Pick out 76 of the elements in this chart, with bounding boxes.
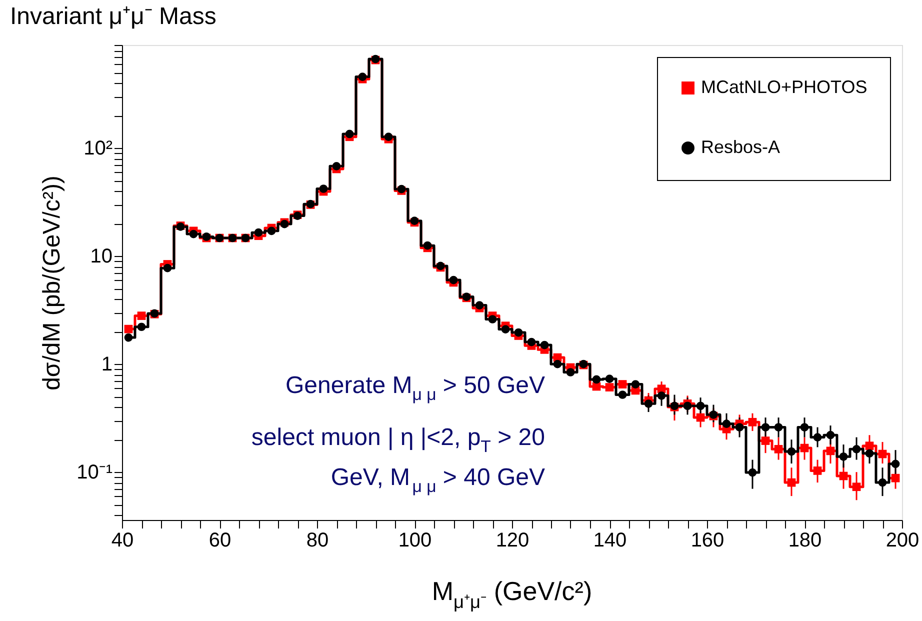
point <box>683 402 692 410</box>
point <box>878 478 887 487</box>
point <box>748 418 757 426</box>
point <box>475 301 484 310</box>
point <box>787 447 796 456</box>
point <box>852 444 861 454</box>
point <box>826 446 835 456</box>
point <box>865 449 874 458</box>
point <box>566 368 575 376</box>
y-tick-label: 10 <box>90 246 112 268</box>
point <box>761 423 770 432</box>
point <box>345 130 354 138</box>
y-tick-label: 10⁻¹ <box>76 462 113 484</box>
x-tick-label: 80 <box>306 530 329 552</box>
point <box>839 472 848 480</box>
point <box>540 340 549 350</box>
point <box>696 402 705 410</box>
point <box>501 325 510 334</box>
chart-title: Invariant μ⁺μ⁻ Mass <box>10 3 216 30</box>
point <box>774 423 783 432</box>
point <box>137 312 146 320</box>
point <box>735 423 744 432</box>
point <box>813 433 822 442</box>
point <box>865 442 874 450</box>
x-tick-label: 100 <box>398 530 432 552</box>
point <box>722 420 731 428</box>
point <box>332 162 341 170</box>
point <box>592 375 601 384</box>
point <box>748 468 757 477</box>
point <box>605 374 614 384</box>
x-tick-label: 120 <box>496 530 530 552</box>
point <box>553 360 562 368</box>
point <box>813 466 822 475</box>
y-tick-label: 10² <box>84 138 113 160</box>
point <box>618 380 627 388</box>
point <box>124 324 133 334</box>
point <box>644 399 653 408</box>
point <box>839 452 848 461</box>
point <box>189 230 198 238</box>
point <box>696 413 705 422</box>
point <box>358 72 367 81</box>
point <box>605 383 614 392</box>
x-tick-label: 160 <box>690 530 724 552</box>
point <box>514 328 523 337</box>
x-tick-label: 180 <box>788 530 822 552</box>
point <box>618 390 627 399</box>
x-tick-label: 140 <box>593 530 627 552</box>
y-axis-title: dσ/dM (pb/(GeV/c²)) <box>38 176 66 390</box>
point <box>891 474 900 482</box>
point <box>254 228 263 237</box>
legend-label: Resbos-A <box>701 137 780 157</box>
point <box>761 436 770 445</box>
point <box>527 338 536 346</box>
point <box>787 478 796 487</box>
x-tick-label: 40 <box>111 530 134 552</box>
point <box>124 333 133 342</box>
point <box>449 276 458 284</box>
point <box>163 264 172 272</box>
point <box>826 430 835 440</box>
point <box>878 450 887 458</box>
point <box>852 482 861 492</box>
point <box>891 460 900 468</box>
point <box>800 444 809 452</box>
point <box>657 391 666 400</box>
legend-label: MCatNLO+PHOTOS <box>701 77 868 97</box>
point <box>800 423 809 432</box>
y-tick-label: 1 <box>101 354 112 376</box>
x-tick-label: 60 <box>208 530 232 552</box>
point <box>488 315 497 324</box>
x-tick-label: 200 <box>886 530 920 552</box>
point <box>319 184 328 193</box>
point <box>774 444 783 454</box>
point <box>631 380 640 388</box>
point <box>267 226 276 236</box>
point <box>423 241 432 250</box>
point <box>137 322 146 332</box>
